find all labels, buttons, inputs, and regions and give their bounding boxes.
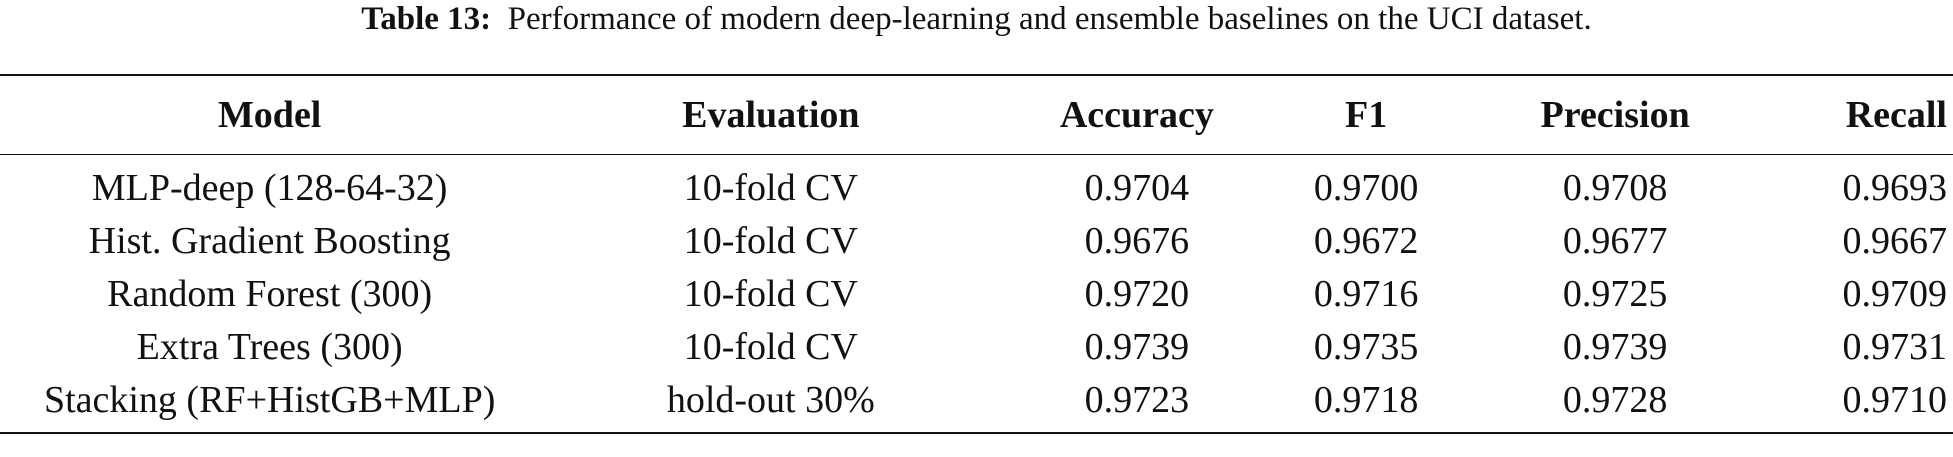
caption-text: Performance of modern deep-learning and … (507, 1, 1592, 37)
cell-model: Extra Trees (300) (136, 325, 403, 368)
cell-accuracy: 0.9739 (1084, 325, 1190, 368)
cell-f1: 0.9672 (1313, 219, 1419, 262)
cell-recall: 0.9667 (1842, 219, 1948, 262)
cell-evaluation: 10-fold CV (683, 219, 858, 262)
cell-model: Hist. Gradient Boosting (88, 219, 451, 262)
cell-model: MLP-deep (128-64-32) (91, 166, 448, 209)
cell-precision: 0.9677 (1562, 219, 1668, 262)
header-recall: Recall (1845, 94, 1947, 136)
header-f1: F1 (1344, 94, 1388, 136)
header-accuracy: Accuracy (1059, 94, 1214, 136)
header-evaluation: Evaluation (682, 94, 860, 136)
cell-precision: 0.9725 (1562, 272, 1668, 315)
table-row: Extra Trees (300) 10-fold CV 0.9739 0.97… (0, 320, 1953, 373)
cell-model: Random Forest (300) (107, 272, 433, 315)
cell-precision: 0.9739 (1562, 325, 1668, 368)
header-model: Model (217, 94, 322, 136)
caption-label: Table 13: (361, 1, 492, 37)
cell-accuracy: 0.9704 (1084, 166, 1190, 209)
cell-recall: 0.9709 (1842, 272, 1948, 315)
table-row: Stacking (RF+HistGB+MLP) hold-out 30% 0.… (0, 373, 1953, 433)
table-row: Hist. Gradient Boosting 10-fold CV 0.967… (0, 214, 1953, 267)
cell-f1: 0.9735 (1313, 325, 1419, 368)
cell-model: Stacking (RF+HistGB+MLP) (43, 378, 496, 421)
cell-f1: 0.9718 (1313, 378, 1419, 421)
cell-evaluation: 10-fold CV (683, 325, 858, 368)
table-row: MLP-deep (128-64-32) 10-fold CV 0.9704 0… (0, 155, 1953, 215)
cell-f1: 0.9700 (1313, 166, 1419, 209)
table-body: MLP-deep (128-64-32) 10-fold CV 0.9704 0… (0, 155, 1953, 433)
cell-f1: 0.9716 (1313, 272, 1419, 315)
cell-precision: 0.9708 (1562, 166, 1668, 209)
cell-accuracy: 0.9723 (1084, 378, 1190, 421)
table-caption: Table 13: Performance of modern deep-lea… (0, 0, 1953, 38)
results-table: Model Evaluation Accuracy F1 Precision R… (0, 74, 1953, 434)
cell-accuracy: 0.9676 (1084, 219, 1190, 262)
cell-evaluation: 10-fold CV (683, 272, 858, 315)
header-precision: Precision (1540, 94, 1690, 136)
header-row: Model Evaluation Accuracy F1 Precision R… (0, 75, 1953, 155)
table-row: Random Forest (300) 10-fold CV 0.9720 0.… (0, 267, 1953, 320)
cell-recall: 0.9710 (1842, 378, 1948, 421)
cell-evaluation: hold-out 30% (666, 378, 875, 421)
table-header: Model Evaluation Accuracy F1 Precision R… (0, 75, 1953, 155)
cell-accuracy: 0.9720 (1084, 272, 1190, 315)
cell-recall: 0.9693 (1842, 166, 1948, 209)
cell-precision: 0.9728 (1562, 378, 1668, 421)
cell-recall: 0.9731 (1842, 325, 1948, 368)
cell-evaluation: 10-fold CV (683, 166, 858, 209)
